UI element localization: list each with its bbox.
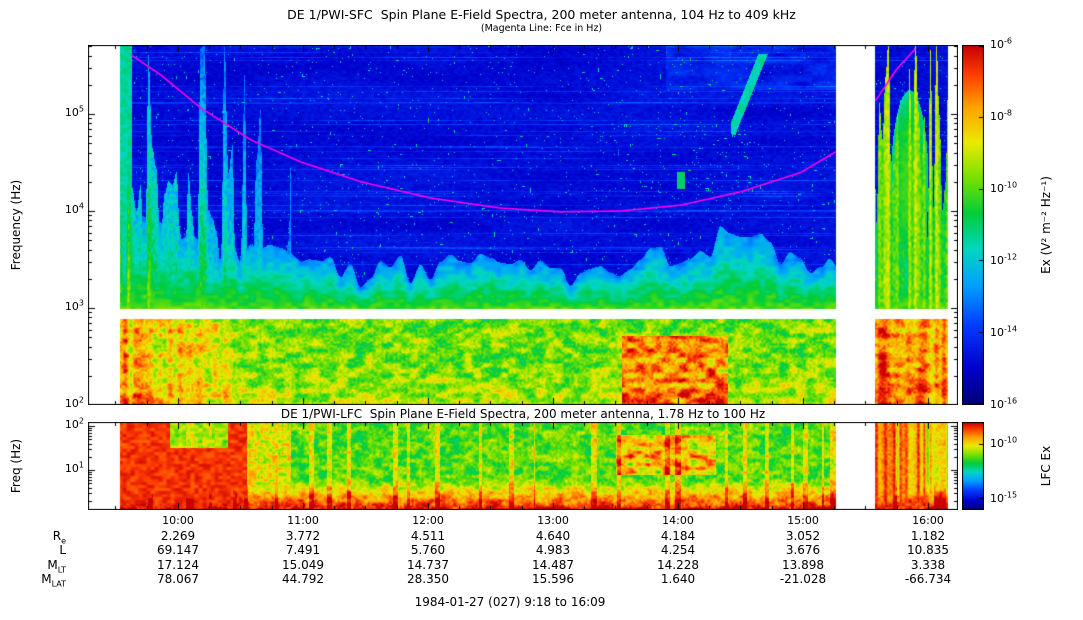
ephemeris-value: -21.028 [779, 572, 827, 586]
ephemeris-value: 4.983 [535, 543, 571, 557]
ephemeris-row-label: MLAT [41, 572, 66, 589]
ephemeris-value: 4.184 [660, 529, 696, 543]
ephemeris-value: 78.067 [157, 572, 199, 586]
sfc-freq-tick-label: 102 [64, 395, 84, 410]
time-tick-label: 16:00 [912, 514, 944, 527]
sfc-freq-tick-label: 103 [64, 298, 84, 313]
lfc-y-axis-label: Freq (Hz) [9, 438, 23, 494]
time-tick-label: 15:00 [787, 514, 819, 527]
ephemeris-value: 1.182 [910, 529, 946, 543]
time-tick-label: 13:00 [537, 514, 569, 527]
ephemeris-value: 14.228 [657, 557, 699, 572]
lfc-freq-tick-label: 102 [64, 416, 84, 431]
lfc-title: DE 1/PWI-LFC Spin Plane E-Field Spectra,… [280, 407, 766, 421]
sfc-y-axis-label: Frequency (Hz) [9, 179, 23, 271]
sfc-colorbar [962, 45, 984, 405]
ephemeris-value: 3.052 [785, 529, 821, 543]
ephemeris-value: 4.254 [660, 543, 696, 557]
sfc-colorbar-tick-label: 10-10 [990, 180, 1018, 195]
sfc-colorbar-tick-label: 10-6 [990, 36, 1012, 51]
ephemeris-value: 4.640 [535, 529, 571, 543]
ephemeris-value: 4.511 [410, 529, 446, 543]
ephemeris-value: 3.676 [785, 543, 821, 557]
lfc-colorbar-label: LFC Ex [1039, 445, 1053, 487]
sfc-colorbar-tick-label: 10-14 [990, 324, 1018, 339]
ephemeris-value: 17.124 [157, 557, 199, 572]
sfc-colorbar-tick-label: 10-16 [990, 396, 1018, 411]
ephemeris-row-label: MLT [47, 557, 66, 574]
ephemeris-value: -66.734 [904, 572, 952, 586]
sfc-freq-tick-label: 104 [64, 201, 84, 216]
sfc-spectrogram-canvas [88, 45, 958, 405]
sfc-colorbar-tick-label: 10-8 [990, 108, 1012, 123]
ephemeris-value: 3.338 [910, 557, 946, 572]
ephemeris-value: 7.491 [285, 543, 321, 557]
lfc-freq-tick-label: 101 [64, 460, 84, 475]
time-tick-label: 10:00 [162, 514, 194, 527]
lfc-colorbar-tick-label: 10-15 [990, 490, 1018, 505]
ephemeris-value: 15.049 [282, 557, 324, 572]
time-tick-label: 14:00 [662, 514, 694, 527]
ephemeris-value: 15.596 [532, 572, 574, 586]
fce-legend-note: (Magenta Line: Fce in Hz) [480, 23, 603, 34]
ephemeris-value: 69.147 [157, 543, 199, 557]
sfc-colorbar-tick-label: 10-12 [990, 252, 1018, 267]
lfc-colorbar-tick-label: 10-10 [990, 435, 1018, 450]
ephemeris-value: 10.835 [907, 543, 949, 557]
sfc-colorbar-label: Ex (V² m⁻² Hz⁻¹) [1039, 176, 1053, 274]
ephemeris-value: 14.487 [532, 557, 574, 572]
ephemeris-row-label: Re [52, 529, 66, 546]
ephemeris-value: 2.269 [160, 529, 196, 543]
ephemeris-value: 14.737 [407, 557, 449, 572]
time-tick-label: 11:00 [287, 514, 319, 527]
ephemeris-value: 28.350 [407, 572, 449, 586]
date-range-label: 1984-01-27 (027) 9:18 to 16:09 [414, 595, 606, 609]
ephemeris-value: 44.792 [282, 572, 324, 586]
lfc-colorbar [962, 422, 984, 510]
ephemeris-value: 1.640 [660, 572, 696, 586]
sfc-title: DE 1/PWI-SFC Spin Plane E-Field Spectra,… [287, 7, 796, 22]
time-tick-label: 12:00 [412, 514, 444, 527]
ephemeris-row-label: L [59, 543, 66, 557]
lfc-spectrogram-canvas [88, 422, 958, 510]
ephemeris-value: 5.760 [410, 543, 446, 557]
sfc-freq-tick-label: 105 [64, 104, 84, 119]
ephemeris-value: 3.772 [285, 529, 321, 543]
ephemeris-value: 13.898 [782, 557, 824, 572]
